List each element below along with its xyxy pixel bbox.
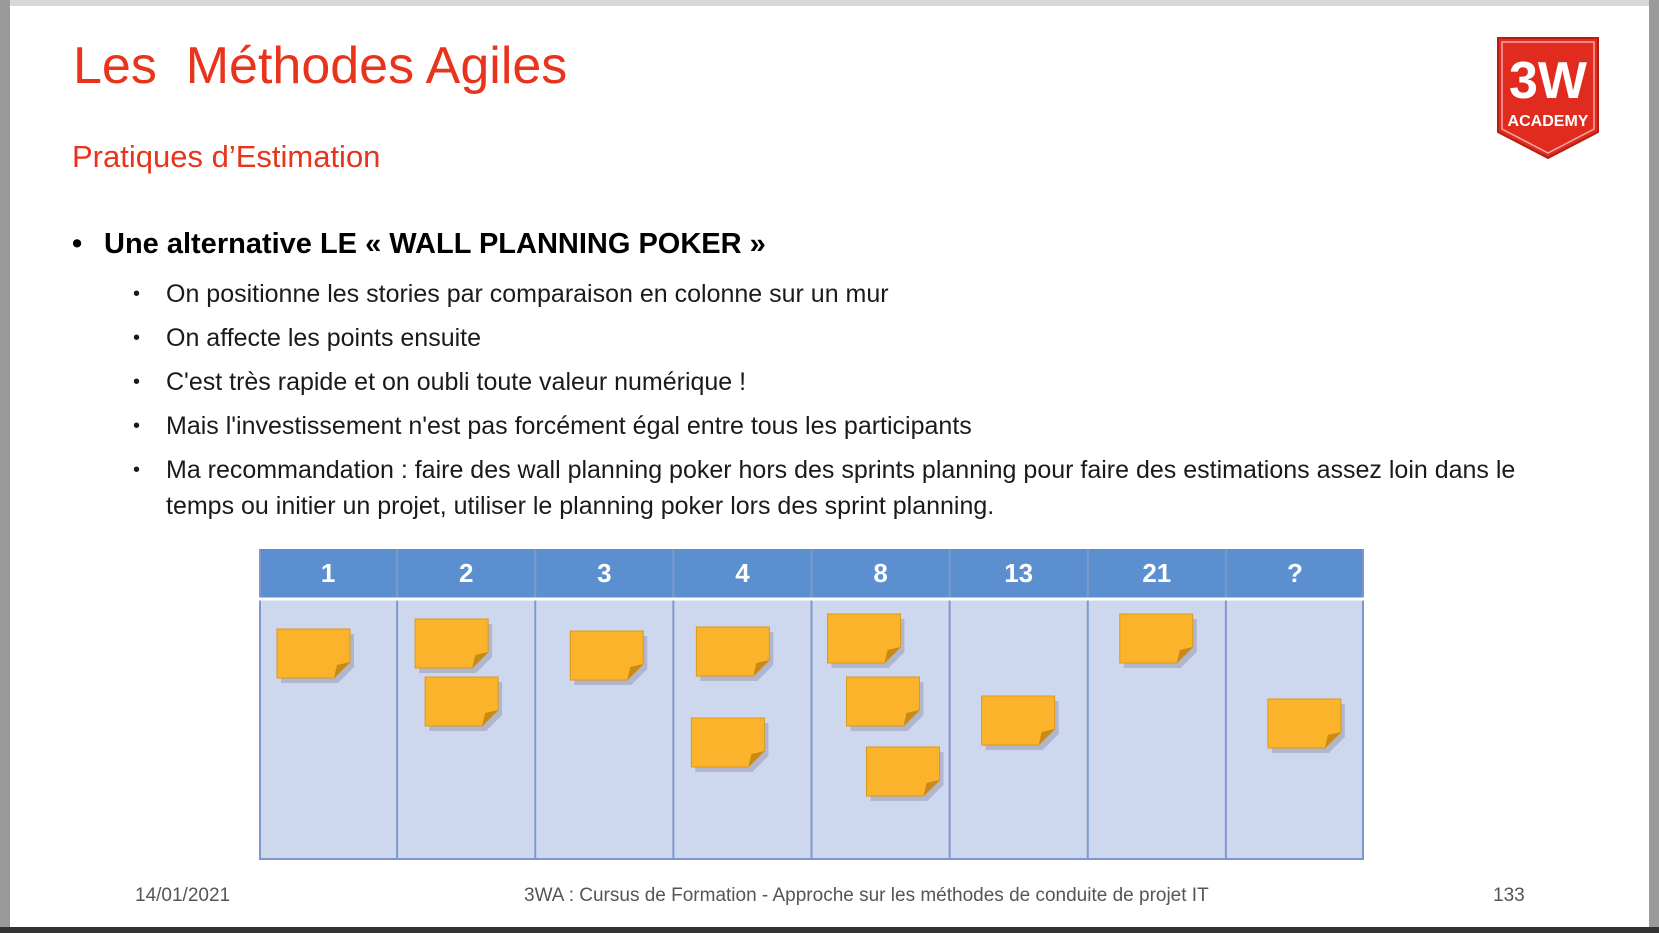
sticky-note-fold <box>1324 732 1341 748</box>
sticky-note-fold <box>472 652 489 668</box>
sticky-note-fold <box>482 710 499 726</box>
sticky-note-fold <box>334 662 350 678</box>
sticky-note-fold <box>884 647 901 663</box>
page-number: 133 <box>1493 885 1525 906</box>
sub-bullet-text: C'est très rapide et on oubli toute vale… <box>166 368 747 396</box>
column-header-1: 1 <box>321 558 335 588</box>
bullet-icon: • <box>133 327 141 349</box>
sub-bullet-text: On affecte les points ensuite <box>166 324 482 352</box>
sticky-note-fold <box>903 710 920 726</box>
footer-title: 3WA : Cursus de Formation - Approche sur… <box>524 885 1209 906</box>
logo-text-academy: ACADEMY <box>1508 113 1589 130</box>
sticky-note-fold <box>923 780 940 796</box>
footer-date: 14/01/2021 <box>135 885 231 906</box>
window-bottom-edge <box>0 927 1659 933</box>
sticky-note-fold <box>1176 647 1193 663</box>
sticky-note-fold <box>627 664 644 680</box>
column-header-2: 2 <box>459 558 473 588</box>
window-left-edge <box>0 0 10 933</box>
bullet-icon: • <box>133 459 141 481</box>
academy-logo: 3W ACADEMY <box>1494 36 1602 160</box>
bullet-icon: • <box>72 228 83 260</box>
sub-bullet-list: • On positionne les stories par comparai… <box>133 276 1573 532</box>
wall-planning-board-svg: 1 2 3 4 8 13 21? <box>259 549 1364 860</box>
bullet-icon: • <box>133 283 141 305</box>
sub-bullet-text: Mais l'investissement n'est pas forcémen… <box>166 412 972 440</box>
bullet-icon: • <box>133 371 141 393</box>
sub-bullet-item: • On positionne les stories par comparai… <box>133 276 1573 312</box>
sub-bullet-item: • C'est très rapide et on oubli toute va… <box>133 364 1573 400</box>
slide: Les Méthodes Agiles Pratiques d’Estimati… <box>10 6 1649 927</box>
column-header-5: 8 <box>873 558 887 588</box>
column-header-8: ? <box>1287 558 1303 588</box>
sub-bullet-text: On positionne les stories par comparaiso… <box>166 280 889 308</box>
sub-bullet-item: • Ma recommandation : faire des wall pla… <box>133 452 1573 524</box>
sticky-note-fold <box>753 660 770 676</box>
window-right-edge <box>1649 0 1659 933</box>
sub-bullet-item: • On affecte les points ensuite <box>133 320 1573 356</box>
slide-subtitle: Pratiques d’Estimation <box>72 139 381 174</box>
logo-text-3w: 3W <box>1509 52 1588 110</box>
sub-bullet-text: Ma recommandation : faire des wall plann… <box>166 456 1516 520</box>
main-bullet-text: Une alternative LE « WALL PLANNING POKER… <box>104 228 766 260</box>
column-header-4: 4 <box>735 558 750 588</box>
slide-title: Les Méthodes Agiles <box>73 37 568 95</box>
bullet-icon: • <box>133 415 141 437</box>
academy-logo-shield: 3W ACADEMY <box>1497 37 1599 160</box>
column-header-7: 21 <box>1142 558 1171 588</box>
sub-bullet-item: • Mais l'investissement n'est pas forcém… <box>133 408 1573 444</box>
column-header-3: 3 <box>597 558 611 588</box>
column-header-6: 13 <box>1004 558 1033 588</box>
sticky-note-fold <box>1038 729 1055 745</box>
sticky-note-fold <box>748 751 765 767</box>
wall-planning-board: 1 2 3 4 8 13 21? <box>259 549 1364 860</box>
